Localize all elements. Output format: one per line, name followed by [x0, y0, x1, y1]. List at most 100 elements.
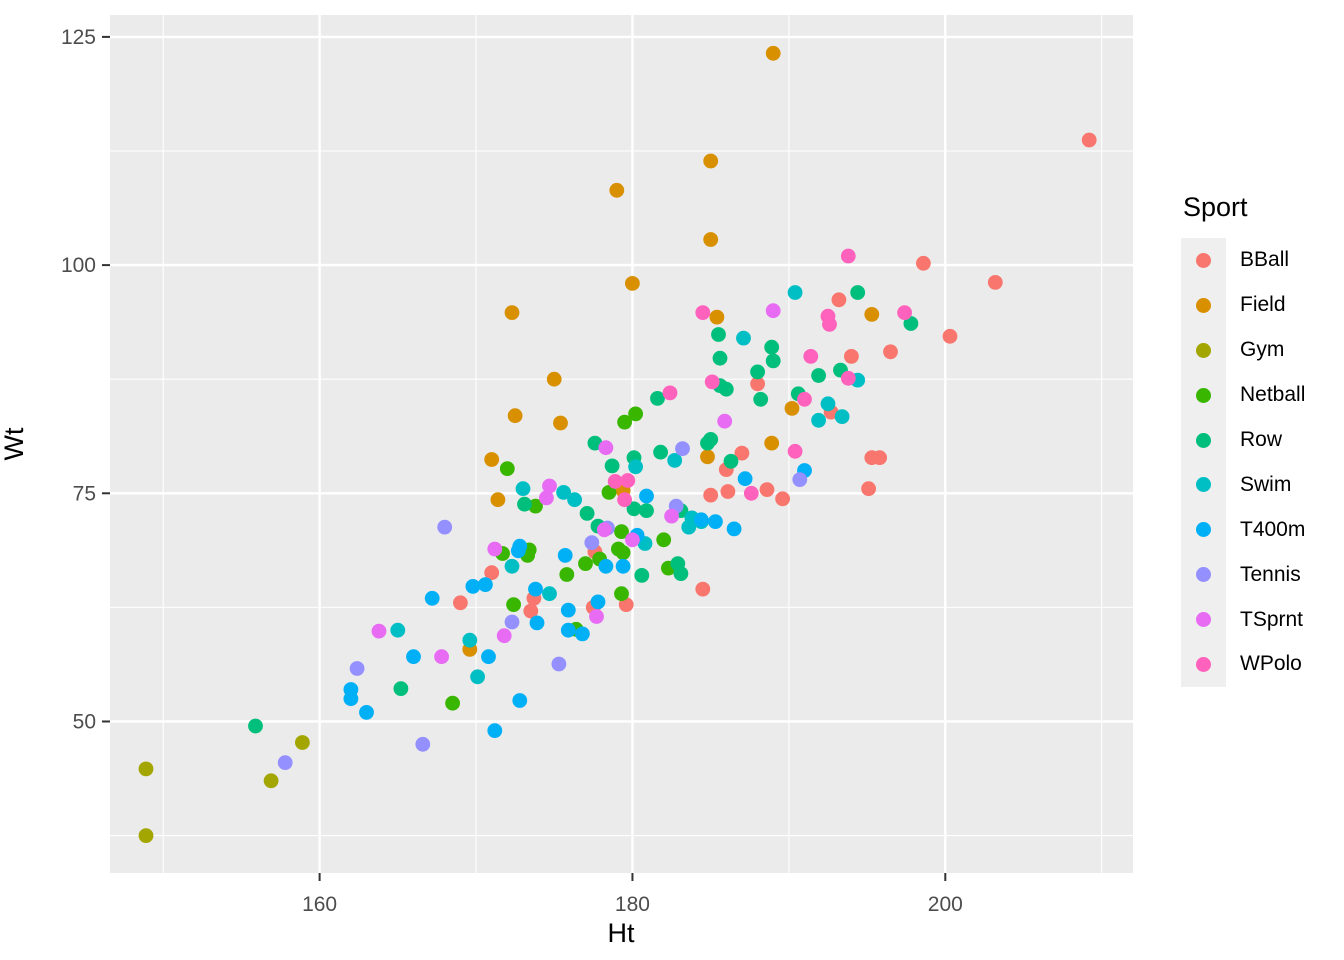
- point-WPolo: [662, 385, 678, 401]
- legend-item-Swim: Swim: [1181, 462, 1343, 508]
- point-Row: [393, 681, 409, 696]
- point-WPolo: [897, 305, 912, 320]
- point-Tennis: [504, 614, 520, 630]
- point-Netball: [601, 485, 617, 500]
- point-Row: [639, 503, 654, 518]
- point-BBall: [1081, 132, 1097, 148]
- legend-items: BBall Field Gym Netball Row Swim T400m Tennis TS…: [1181, 238, 1343, 687]
- legend-item-Row: Row: [1181, 417, 1343, 463]
- legend-item-Gym: Gym: [1181, 327, 1343, 373]
- point-T400m: [406, 649, 421, 665]
- point-WPolo: [743, 485, 759, 501]
- point-Swim: [390, 622, 406, 638]
- x-tick-label: 160: [302, 893, 337, 916]
- point-Field: [784, 401, 800, 416]
- point-Swim: [556, 485, 571, 500]
- point-Swim: [811, 412, 826, 428]
- point-TSprnt: [625, 532, 640, 548]
- point-Tennis: [277, 755, 293, 770]
- point-BBall: [987, 275, 1003, 290]
- point-T400m: [512, 538, 528, 554]
- point-Netball: [445, 695, 460, 711]
- point-Field: [703, 153, 719, 169]
- point-T400m: [590, 594, 606, 610]
- point-TSprnt: [765, 303, 781, 319]
- point-Row: [653, 444, 668, 460]
- point-BBall: [872, 450, 887, 466]
- point-Swim: [628, 459, 643, 475]
- point-T400m: [615, 558, 631, 574]
- legend-item-WPolo: WPolo: [1181, 642, 1343, 687]
- point-T400m: [708, 514, 723, 529]
- point-BBall: [750, 376, 765, 392]
- point-T400m: [575, 626, 590, 642]
- legend-key: [1181, 372, 1226, 418]
- point-Field: [625, 276, 640, 291]
- point-WPolo: [822, 317, 837, 332]
- point-Row: [712, 350, 728, 366]
- point-Field: [609, 182, 625, 198]
- point-T400m: [512, 693, 528, 708]
- point-Field: [764, 435, 780, 451]
- point-Swim: [667, 453, 683, 468]
- y-tick-label: 50: [73, 710, 96, 733]
- legend-label: Field: [1240, 293, 1286, 317]
- point-WPolo: [695, 305, 711, 320]
- point-Row: [811, 368, 826, 383]
- point-BBall: [844, 349, 859, 364]
- point-T400m: [560, 602, 576, 618]
- point-Row: [750, 364, 765, 380]
- point-T400m: [465, 579, 481, 594]
- point-Swim: [787, 285, 803, 300]
- point-Tennis: [584, 535, 600, 550]
- point-T400m: [737, 471, 753, 487]
- point-BBall: [523, 603, 539, 619]
- legend-label: Tennis: [1240, 562, 1301, 586]
- legend-swatch-Swim: [1196, 477, 1211, 493]
- point-Swim: [515, 481, 531, 497]
- point-T400m: [557, 548, 573, 563]
- point-T400m: [529, 615, 545, 631]
- legend-key: [1181, 327, 1226, 373]
- point-Swim: [820, 396, 836, 412]
- legend-swatch-BBall: [1196, 252, 1211, 268]
- plot-panel: [110, 15, 1133, 873]
- point-Row: [579, 506, 595, 521]
- point-Row: [703, 432, 719, 447]
- y-tick-label: 100: [61, 254, 96, 277]
- x-tick-label: 180: [615, 893, 650, 916]
- y-tick-label: 75: [73, 482, 96, 505]
- point-Gym: [263, 773, 279, 789]
- legend-swatch-Gym: [1196, 342, 1211, 358]
- point-T400m: [487, 723, 503, 738]
- point-BBall: [484, 565, 500, 581]
- point-Row: [850, 285, 866, 300]
- point-Netball: [614, 524, 629, 539]
- point-T400m: [726, 521, 742, 537]
- point-BBall: [861, 481, 876, 497]
- legend-key: [1181, 597, 1226, 643]
- legend-label: Netball: [1240, 383, 1306, 407]
- legend-key: [1181, 552, 1226, 598]
- legend-key: [1181, 462, 1226, 508]
- legend-label: WPolo: [1240, 652, 1302, 676]
- point-Row: [634, 568, 650, 583]
- legend-label: Row: [1240, 428, 1283, 451]
- point-TSprnt: [664, 508, 679, 524]
- point-Row: [711, 327, 726, 342]
- point-Row: [753, 391, 769, 407]
- legend-key: [1181, 282, 1226, 328]
- x-axis-title: Ht: [607, 918, 635, 948]
- legend-swatch-T400m: [1196, 522, 1211, 538]
- point-Tennis: [349, 661, 365, 676]
- point-T400m: [560, 622, 576, 638]
- point-Row: [903, 316, 919, 331]
- point-Tennis: [675, 441, 690, 456]
- legend-key: [1181, 642, 1226, 687]
- legend-swatch-TSprnt: [1196, 612, 1211, 628]
- point-BBall: [883, 344, 898, 360]
- point-Tennis: [415, 736, 431, 752]
- point-Field: [700, 449, 715, 465]
- point-WPolo: [704, 374, 720, 390]
- point-Row: [764, 339, 780, 355]
